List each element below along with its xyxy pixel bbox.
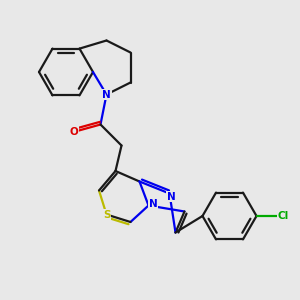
Text: N: N [167, 191, 176, 202]
Text: N: N [102, 89, 111, 100]
Text: S: S [103, 209, 110, 220]
Text: O: O [69, 127, 78, 137]
Text: N: N [148, 199, 158, 209]
Text: Cl: Cl [278, 211, 289, 221]
